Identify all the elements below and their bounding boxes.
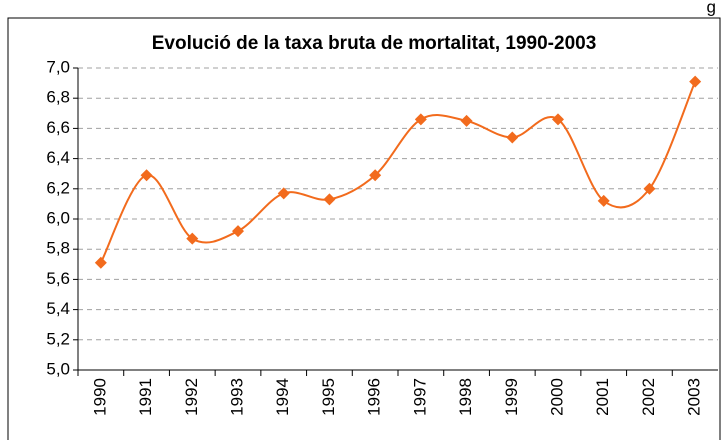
y-tick-label: 6,4 [46, 148, 70, 167]
x-tick-label: 2003 [685, 378, 704, 416]
marker [140, 169, 153, 182]
marker [643, 182, 656, 195]
x-tick-label: 1991 [136, 378, 155, 416]
y-tick-label: 6,2 [46, 178, 70, 197]
y-tick-label: 5,6 [46, 269, 70, 288]
x-tick-label: 1996 [365, 378, 384, 416]
x-tick-label: 1990 [90, 378, 109, 416]
marker [369, 169, 382, 182]
marker [689, 75, 702, 88]
x-tick-label: 1992 [182, 378, 201, 416]
y-tick-label: 6,0 [46, 208, 70, 227]
y-tick-label: 6,6 [46, 118, 70, 137]
x-tick-label: 1993 [227, 378, 246, 416]
marker [277, 187, 290, 200]
chart-title: Evolució de la taxa bruta de mortalitat,… [152, 33, 597, 54]
marker [94, 256, 107, 269]
x-tick-label: 1999 [502, 378, 521, 416]
marker [460, 114, 473, 127]
corner-text: g [707, 0, 716, 16]
y-tick-label: 6,8 [46, 88, 70, 107]
x-tick-label: 2002 [639, 378, 658, 416]
x-tick-label: 1998 [456, 378, 475, 416]
marker [597, 194, 610, 207]
x-tick-label: 2000 [547, 378, 566, 416]
marker [323, 193, 336, 206]
y-tick-label: 5,8 [46, 239, 70, 258]
y-tick-label: 7,0 [46, 57, 70, 76]
x-tick-label: 1997 [410, 378, 429, 416]
marker [506, 131, 519, 144]
y-tick-label: 5,0 [46, 359, 70, 378]
x-tick-label: 1994 [273, 378, 292, 416]
marker [186, 232, 199, 245]
x-tick-label: 1995 [319, 378, 338, 416]
marker [552, 113, 564, 126]
marker [414, 113, 427, 126]
y-tick-label: 5,2 [46, 329, 70, 348]
chart-border [7, 17, 721, 440]
marker [232, 225, 244, 238]
y-tick-label: 5,4 [46, 299, 70, 318]
x-tick-label: 2001 [593, 378, 612, 416]
